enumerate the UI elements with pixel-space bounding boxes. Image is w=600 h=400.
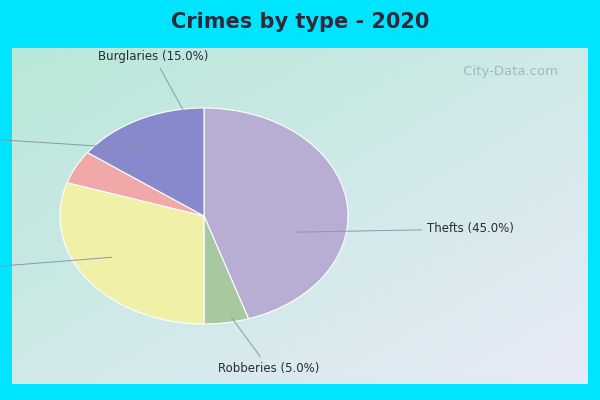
Text: Auto thefts (5.0%): Auto thefts (5.0%) <box>0 128 141 149</box>
Wedge shape <box>204 216 248 324</box>
Text: Crimes by type - 2020: Crimes by type - 2020 <box>171 12 429 32</box>
Wedge shape <box>88 108 204 216</box>
Wedge shape <box>60 183 204 324</box>
Text: City-Data.com: City-Data.com <box>459 66 558 78</box>
Wedge shape <box>67 152 204 216</box>
Text: Burglaries (15.0%): Burglaries (15.0%) <box>98 50 209 114</box>
Text: Robberies (5.0%): Robberies (5.0%) <box>218 318 319 375</box>
Text: Assaults (30.0%): Assaults (30.0%) <box>0 257 112 279</box>
Text: Thefts (45.0%): Thefts (45.0%) <box>296 222 514 236</box>
Wedge shape <box>204 108 348 319</box>
